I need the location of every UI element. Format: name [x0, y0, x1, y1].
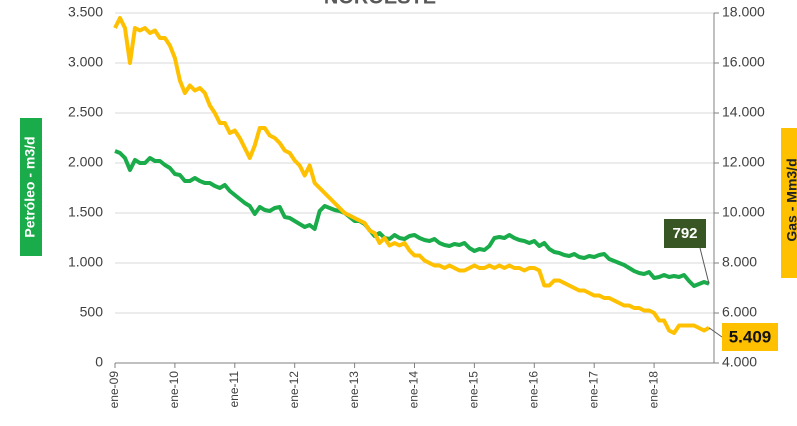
x-tick-label: ene-11 [227, 371, 241, 408]
y2-tick-label: 4.000 [722, 354, 757, 370]
y-tick-label: 1.500 [68, 204, 103, 220]
x-tick-label: ene-15 [467, 371, 481, 409]
x-tick-label: ene-09 [107, 371, 121, 409]
y2-tick-label: 18.000 [722, 4, 765, 20]
y-label-box [20, 118, 42, 256]
y2-tick-label: 8.000 [722, 254, 757, 270]
y2-tick-label: 12.000 [722, 154, 765, 170]
y2-tick-label: 10.000 [722, 204, 765, 220]
x-tick-label: ene-14 [407, 371, 421, 409]
series-line [114, 149, 710, 288]
x-tick-label: ene-16 [526, 371, 540, 409]
label-leader [708, 327, 723, 338]
data-label: 792 [672, 225, 697, 242]
y-tick-label: 500 [80, 304, 104, 320]
x-tick-label: ene-12 [287, 371, 301, 409]
y-tick-label: 3.500 [68, 4, 103, 20]
y2-label-box [781, 128, 797, 278]
y2-tick-label: 6.000 [722, 304, 757, 320]
x-tick-label: ene-10 [167, 371, 181, 409]
x-tick-label: ene-13 [347, 371, 361, 409]
label-leader [699, 247, 710, 284]
y-tick-label: 2.500 [68, 104, 103, 120]
y2-tick-label: 14.000 [722, 104, 765, 120]
y-tick-label: 0 [95, 354, 103, 370]
chart-title: NOROESTE [324, 0, 436, 8]
series-line [113, 16, 710, 335]
label-box [664, 219, 706, 248]
y-tick-label: 3.000 [68, 54, 103, 70]
label-box [722, 323, 778, 351]
y2-axis-label: Gas - Mm3/d [784, 158, 797, 241]
y-tick-label: 1.000 [68, 254, 103, 270]
x-tick-label: ene-17 [586, 371, 600, 409]
x-tick-label: ene-18 [646, 371, 660, 409]
data-label: 5.409 [729, 327, 772, 346]
y2-tick-label: 16.000 [722, 54, 765, 70]
y-axis-label: Petróleo - m3/d [22, 136, 38, 237]
y-tick-label: 2.000 [68, 154, 103, 170]
